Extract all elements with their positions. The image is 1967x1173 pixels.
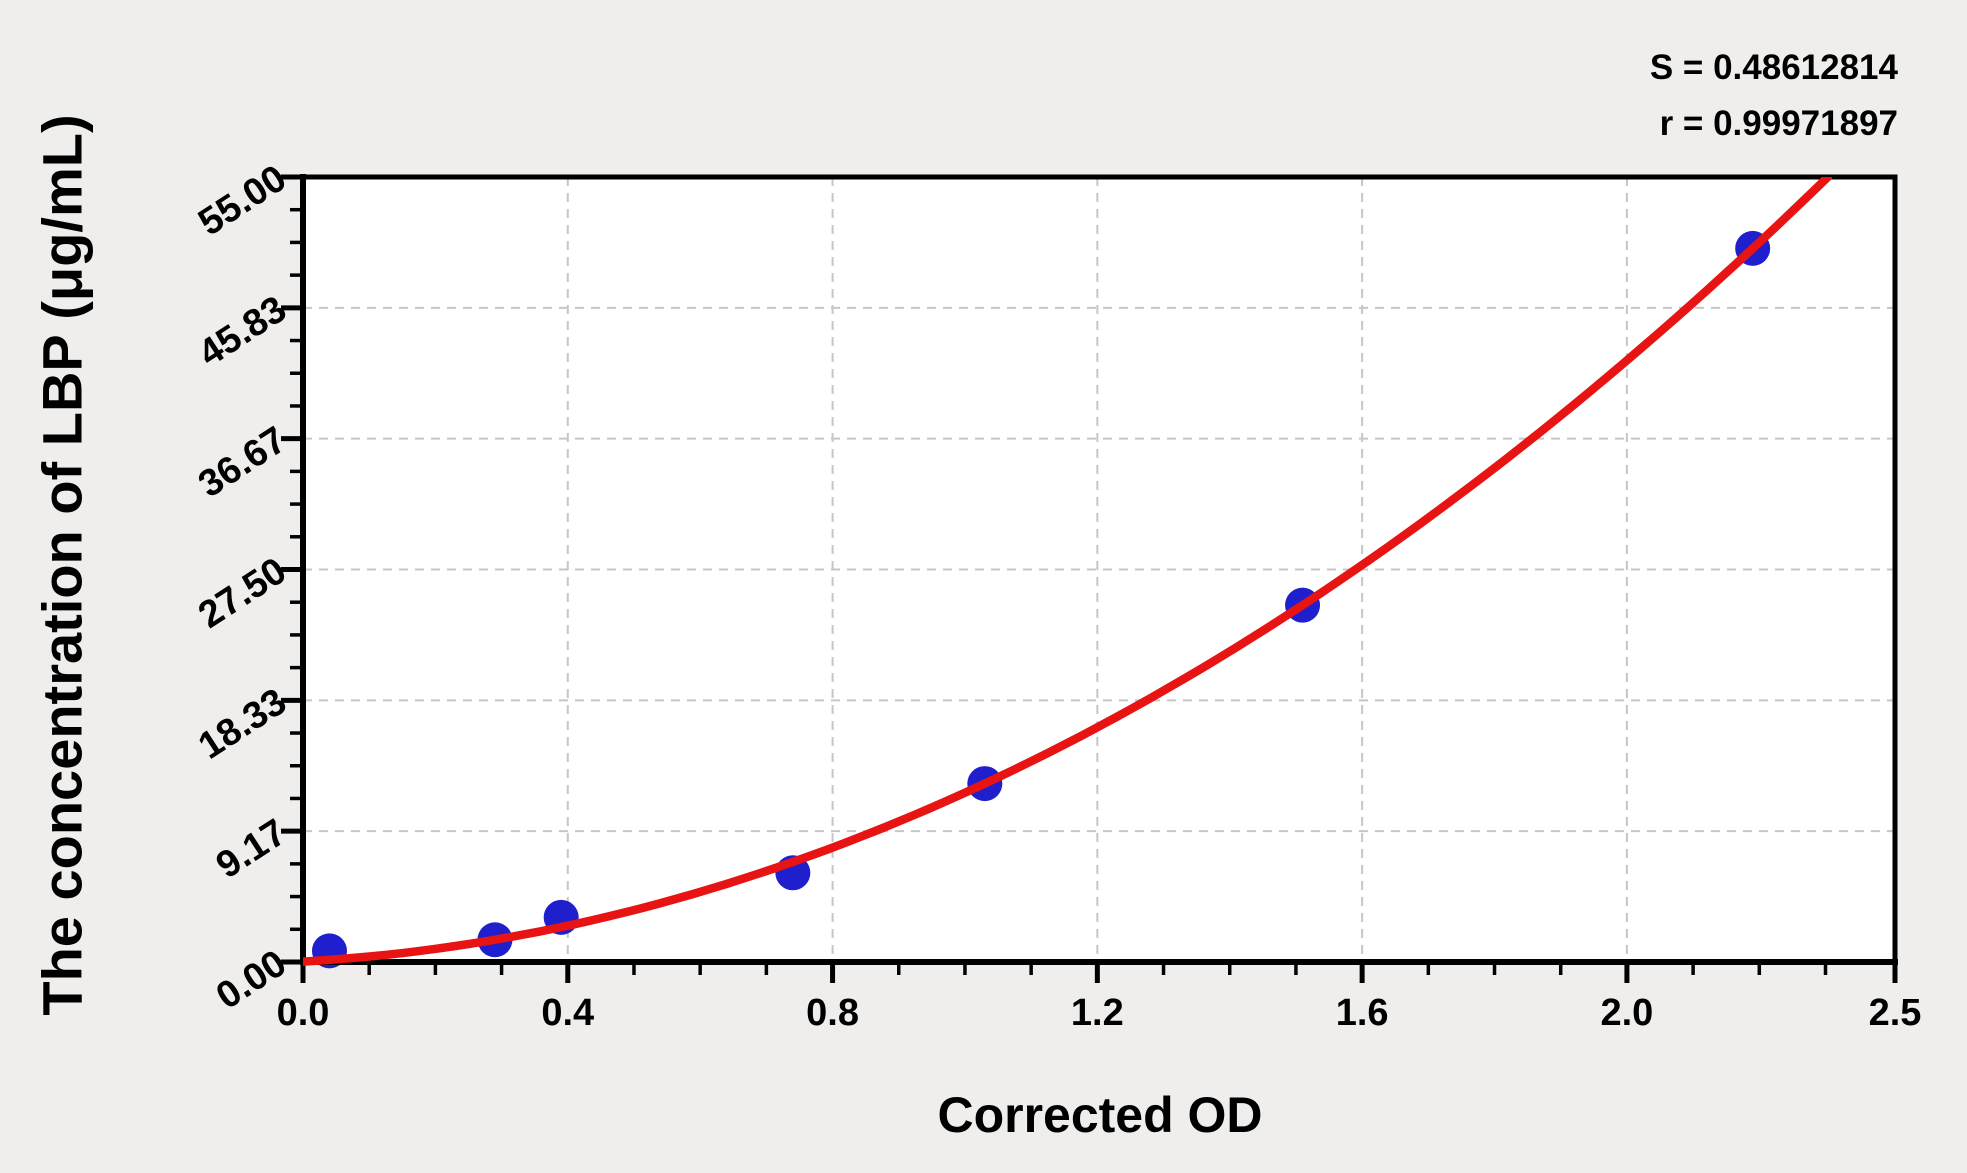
x-tick-label: 2.5 bbox=[1869, 992, 1922, 1034]
plot-area bbox=[303, 177, 1895, 962]
x-tick-label: 0.4 bbox=[541, 992, 594, 1034]
y-axis-title: The concentration of LBP (μg/mL) bbox=[30, 114, 94, 1016]
x-axis-title: Corrected OD bbox=[937, 1087, 1263, 1143]
y-tick-label: 55.00 bbox=[191, 157, 294, 244]
x-tick-label: 1.6 bbox=[1336, 992, 1389, 1034]
x-tick-label: 2.0 bbox=[1600, 992, 1653, 1034]
y-tick-label: 9.17 bbox=[209, 811, 294, 887]
fit-curve bbox=[303, 177, 1833, 966]
y-tick-label: 27.50 bbox=[191, 550, 294, 637]
s-value: S = 0.48612814 bbox=[1649, 48, 1898, 87]
x-tick-label: 0.0 bbox=[277, 992, 330, 1034]
y-tick-label: 45.83 bbox=[191, 288, 294, 375]
x-tick-label: 1.2 bbox=[1071, 992, 1124, 1034]
y-tick-label: 36.67 bbox=[191, 419, 294, 506]
axis-ticks bbox=[281, 174, 1898, 983]
fit-statistics: S = 0.48612814 r = 0.99971897 bbox=[1650, 40, 1898, 152]
y-tick-label: 18.33 bbox=[191, 681, 294, 768]
r-value: r = 0.99971897 bbox=[1659, 104, 1898, 143]
x-tick-label: 0.8 bbox=[806, 992, 859, 1034]
